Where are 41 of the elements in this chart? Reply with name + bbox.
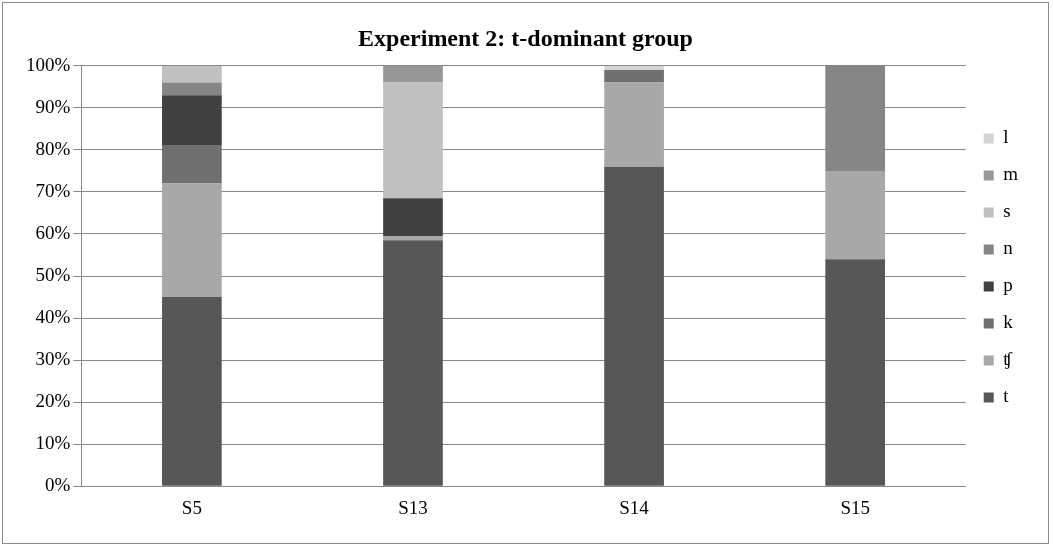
y-tick-label: 50% bbox=[35, 263, 71, 285]
y-tick-label: 70% bbox=[35, 179, 71, 201]
legend-label: k bbox=[1003, 311, 1014, 333]
bar bbox=[604, 82, 664, 167]
legend-label: t bbox=[1003, 385, 1010, 407]
y-tick-label: 10% bbox=[35, 432, 71, 454]
y-tick-label: 0% bbox=[45, 474, 71, 496]
bar bbox=[162, 183, 222, 298]
y-tick-label: 30% bbox=[35, 348, 71, 370]
x-tick-label: S5 bbox=[181, 496, 202, 518]
bar bbox=[825, 259, 886, 486]
bar bbox=[604, 166, 664, 486]
chart-title: Experiment 2: t-dominant group bbox=[358, 24, 693, 51]
bar bbox=[383, 198, 443, 237]
bar bbox=[162, 145, 222, 184]
x-tick-label: S15 bbox=[840, 496, 870, 518]
bar bbox=[604, 70, 664, 83]
bar bbox=[383, 240, 443, 486]
legend-label: s bbox=[1003, 200, 1011, 222]
bar bbox=[162, 82, 222, 96]
y-tick-label: 90% bbox=[35, 95, 71, 117]
bar bbox=[383, 82, 443, 199]
x-tick-label: S14 bbox=[619, 496, 650, 518]
legend-label: l bbox=[1003, 126, 1009, 148]
bar bbox=[162, 95, 222, 146]
y-tick-label: 100% bbox=[26, 53, 71, 75]
legend-label: p bbox=[1003, 274, 1013, 296]
bar bbox=[383, 65, 443, 83]
y-tick-label: 20% bbox=[35, 390, 71, 412]
legend-label: n bbox=[1003, 237, 1014, 259]
bar bbox=[604, 65, 664, 70]
bar bbox=[162, 297, 222, 486]
legend-label: ʧ bbox=[1003, 348, 1014, 370]
y-tick-label: 60% bbox=[35, 221, 71, 243]
y-tick-label: 40% bbox=[35, 306, 71, 328]
y-tick-label: 80% bbox=[35, 137, 71, 159]
bar bbox=[825, 170, 886, 260]
legend-label: m bbox=[1003, 163, 1019, 185]
bar bbox=[383, 236, 443, 241]
bar bbox=[162, 65, 222, 83]
x-tick-label: S13 bbox=[398, 496, 428, 518]
